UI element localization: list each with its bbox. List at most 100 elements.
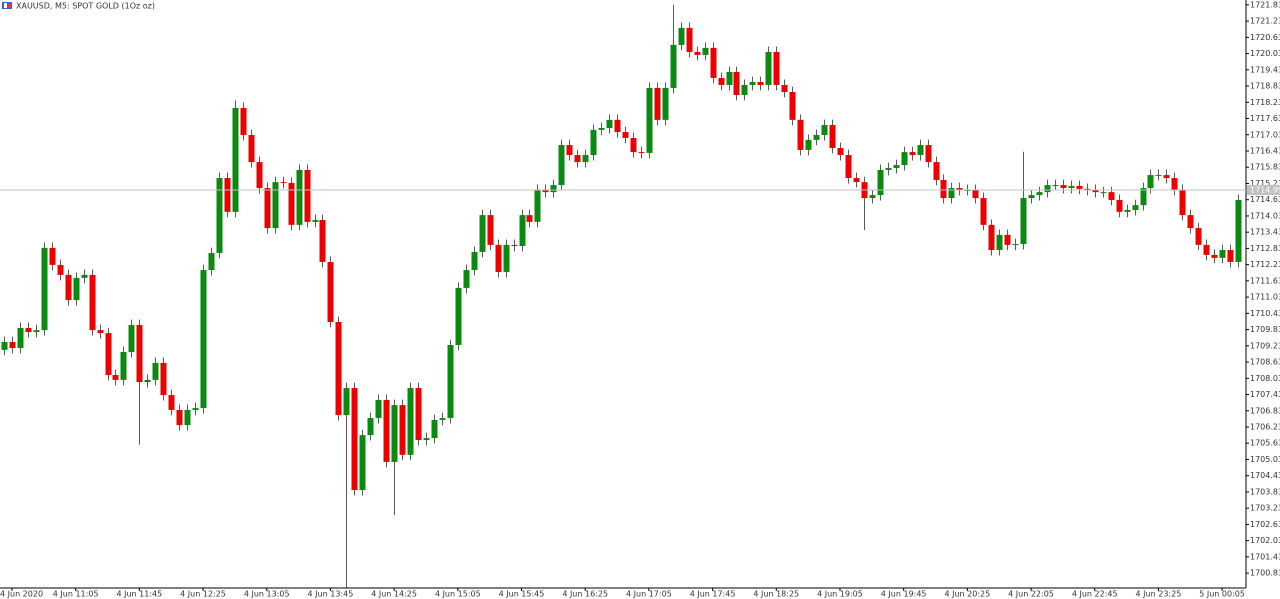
candle-body <box>821 125 828 136</box>
candle-body <box>1092 189 1099 193</box>
candle-body <box>1179 189 1186 216</box>
candle-body <box>948 188 955 199</box>
y-tick-label: 1717.03 <box>1250 130 1280 139</box>
y-tick-label: 1716.43 <box>1250 146 1280 155</box>
candle-body <box>519 215 526 246</box>
candle-body <box>296 169 303 225</box>
candle-body <box>566 145 573 156</box>
candle-body <box>1155 175 1162 177</box>
x-tick-label: 4 Jun 13:05 <box>244 590 290 599</box>
candle-body <box>1108 192 1115 200</box>
candle-body <box>280 182 287 184</box>
candle-body <box>773 51 780 85</box>
x-tick-label: 4 Jun 12:25 <box>180 590 226 599</box>
chart-icon <box>2 2 12 9</box>
candle-body <box>105 333 112 376</box>
candle-body <box>1219 250 1226 258</box>
candle-body <box>192 408 199 410</box>
candle-body <box>65 274 72 301</box>
candle-body <box>972 189 979 199</box>
x-tick-label: 4 Jun 17:45 <box>690 590 736 599</box>
candle-body <box>1227 250 1234 262</box>
candle-body <box>1163 175 1170 179</box>
candle-body <box>956 188 963 190</box>
candle-body <box>439 418 446 420</box>
y-tick-label: 1709.23 <box>1250 341 1280 350</box>
candle-body <box>526 215 533 222</box>
candle-body <box>606 119 613 128</box>
candle-body <box>503 244 510 272</box>
x-tick-label: 4 Jun 16:25 <box>562 590 608 599</box>
candle-body <box>25 327 32 333</box>
y-tick-label: 1700.83 <box>1250 569 1280 578</box>
candle-body <box>487 215 494 245</box>
candle-body <box>1132 205 1139 210</box>
candle-body <box>1012 244 1019 246</box>
x-tick-label: 4 Jun 19:45 <box>881 590 927 599</box>
y-tick-label: 1701.43 <box>1250 552 1280 561</box>
candle-body <box>49 247 56 265</box>
candle-body <box>1147 175 1154 189</box>
candle-body <box>89 274 96 331</box>
y-tick-label: 1710.43 <box>1250 309 1280 318</box>
candle-body <box>184 409 191 426</box>
x-tick-label: 4 Jun 20:25 <box>944 590 990 599</box>
candle-body <box>304 169 311 222</box>
candle-body <box>741 84 748 95</box>
candle-body <box>319 219 326 262</box>
candle-body <box>534 189 541 222</box>
y-tick-label: 1721.83 <box>1250 0 1280 9</box>
x-tick-label: 4 Jun 19:05 <box>817 590 863 599</box>
candle-body <box>399 405 406 455</box>
candle-body <box>511 244 518 246</box>
y-tick-label: 1711.03 <box>1250 293 1280 302</box>
candle-body <box>288 182 295 225</box>
candle-body <box>1211 254 1218 258</box>
candle-body <box>248 135 255 163</box>
candle-body <box>988 224 995 251</box>
candle-body <box>1068 185 1075 189</box>
y-tick-label: 1712.83 <box>1250 244 1280 253</box>
y-tick-label: 1705.63 <box>1250 439 1280 448</box>
candle-body <box>312 219 319 222</box>
candle-body <box>893 165 900 169</box>
candle-body <box>710 47 717 78</box>
candle-body <box>805 139 812 150</box>
candle-body <box>654 87 661 120</box>
candle-body <box>1036 192 1043 196</box>
candle-body <box>702 47 709 55</box>
candle-body <box>1 342 8 350</box>
y-tick-label: 1715.83 <box>1250 163 1280 172</box>
candle-body <box>837 148 844 156</box>
candle-body <box>797 119 804 150</box>
candle-body <box>375 399 382 419</box>
candle-body <box>694 51 701 55</box>
candle-body <box>933 162 940 180</box>
candle-body <box>463 270 470 288</box>
candle-body <box>996 234 1003 251</box>
candle-body <box>160 362 167 396</box>
y-tick-label: 1714.03 <box>1250 211 1280 220</box>
candle-body <box>359 435 366 491</box>
candle-body <box>718 77 725 85</box>
candle-body <box>1235 199 1242 262</box>
candle-body <box>789 92 796 120</box>
candle-body <box>1060 185 1067 189</box>
y-tick-label: 1721.23 <box>1250 17 1280 26</box>
candle-body <box>1116 199 1123 212</box>
y-tick-label: 1713.43 <box>1250 228 1280 237</box>
candle-body <box>1140 188 1147 206</box>
candle-body <box>749 81 756 85</box>
candle-body <box>542 189 549 193</box>
candle-body <box>208 253 215 271</box>
candle-body <box>216 178 223 254</box>
y-tick-label: 1708.63 <box>1250 358 1280 367</box>
candle-body <box>73 277 80 301</box>
candle-body <box>1052 185 1059 187</box>
y-tick-label: 1703.83 <box>1250 487 1280 496</box>
x-tick-label: 4 Jun 15:05 <box>435 590 481 599</box>
candle-body <box>33 330 40 333</box>
candle-body <box>97 330 104 334</box>
candle-body <box>264 188 271 229</box>
